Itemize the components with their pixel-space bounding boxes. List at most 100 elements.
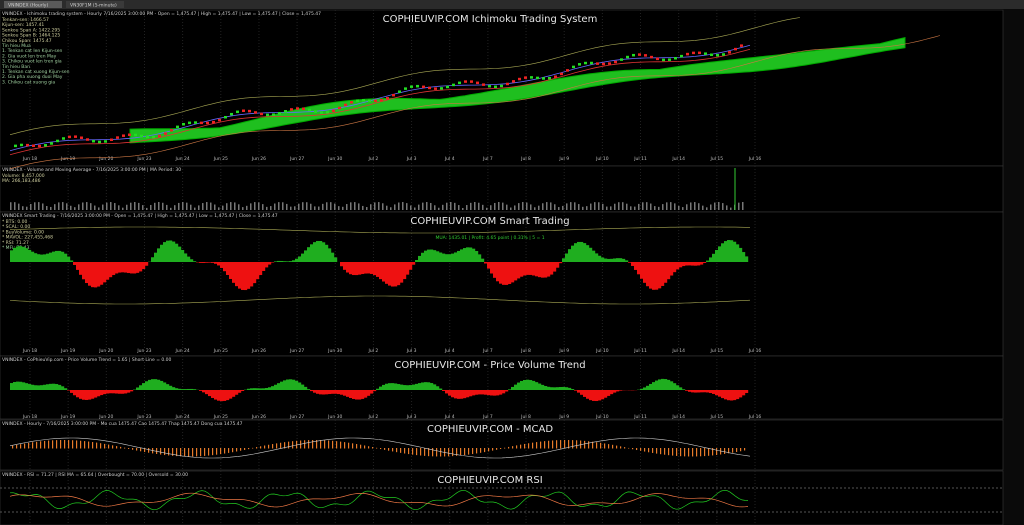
macd-bar (500, 448, 502, 450)
osc (13, 247, 17, 262)
macd-bar (484, 448, 486, 453)
osc (466, 247, 470, 262)
osc (142, 262, 146, 270)
osc (382, 384, 386, 390)
osc (700, 262, 704, 265)
osc (715, 250, 719, 262)
candle (194, 121, 197, 124)
osc (685, 390, 689, 391)
vol-bar (354, 202, 356, 210)
macd-bar (236, 448, 238, 452)
vol-bar (86, 202, 88, 210)
date-label: Jul 3 (406, 156, 417, 162)
osc (112, 262, 116, 276)
candle (500, 84, 503, 88)
vol-bar (562, 205, 564, 210)
candle (266, 113, 269, 117)
vol-bar (198, 205, 200, 210)
osc (190, 259, 194, 262)
osc (226, 262, 230, 275)
osc (577, 390, 581, 393)
panel-header: VNINDEX - Hourly - 7/16/2025 3:00:00 PM … (2, 421, 243, 427)
osc (121, 262, 125, 273)
osc (244, 262, 248, 291)
osc (379, 386, 383, 390)
osc (667, 262, 671, 280)
tab[interactable] (4, 1, 62, 8)
osc (262, 388, 266, 390)
osc (655, 262, 659, 290)
candle (350, 101, 353, 104)
osc (391, 383, 395, 390)
osc (577, 241, 581, 262)
macd-bar (124, 447, 126, 449)
osc (649, 383, 653, 390)
vol-bar (738, 202, 740, 210)
osc (610, 258, 614, 262)
candle (368, 99, 371, 102)
osc (166, 240, 170, 262)
osc (289, 261, 293, 262)
osc (286, 379, 290, 390)
candle (464, 80, 467, 83)
osc (325, 244, 329, 262)
osc (739, 390, 743, 398)
macd-bar (76, 440, 78, 449)
macd-bar (524, 443, 526, 449)
osc (631, 262, 635, 266)
osc (574, 243, 578, 262)
macd-bar (368, 446, 370, 449)
candle (494, 85, 497, 89)
osc (118, 390, 122, 394)
vol-bar (370, 204, 372, 210)
osc (49, 383, 53, 390)
tenkan (9, 44, 751, 152)
macd-bar (728, 448, 730, 454)
macd-bar (248, 448, 250, 450)
osc (157, 379, 161, 390)
vol-bar (186, 202, 188, 210)
macd-bar (336, 441, 338, 449)
macd-bar (516, 445, 518, 449)
osc (334, 257, 338, 262)
vol-bar (554, 204, 556, 210)
osc (544, 386, 548, 390)
osc (277, 383, 281, 390)
macd-bar (392, 448, 394, 452)
osc (466, 390, 470, 398)
note: Kijun-sen: 1457.41 (2, 22, 44, 28)
osc (40, 254, 44, 262)
macd-bar (576, 440, 578, 449)
macd-bar (184, 448, 186, 457)
osc (508, 262, 512, 285)
macd-bar (176, 448, 178, 457)
osc (559, 386, 563, 390)
candle (698, 51, 701, 55)
osc (298, 256, 302, 262)
osc (304, 250, 308, 262)
macd-bar (528, 443, 530, 449)
macd-bar (712, 448, 714, 456)
osc (256, 388, 260, 390)
osc (691, 390, 695, 393)
vol-bar (286, 203, 288, 210)
vol-bar (294, 206, 296, 210)
macd-bar (212, 448, 214, 456)
osc (718, 390, 722, 397)
date-label: Jul 2 (368, 414, 379, 420)
osc (46, 253, 50, 262)
macd-bar (532, 442, 534, 449)
osc (430, 249, 434, 262)
osc (703, 390, 707, 393)
vol-bar (398, 202, 400, 210)
osc (616, 390, 620, 392)
osc (640, 388, 644, 390)
osc (598, 255, 602, 262)
tab[interactable] (66, 1, 124, 8)
macd-bar (672, 448, 674, 456)
macd-bar (560, 440, 562, 449)
candle (716, 53, 719, 57)
osc (163, 382, 167, 390)
osc (106, 390, 110, 394)
macd-bar (172, 448, 174, 456)
